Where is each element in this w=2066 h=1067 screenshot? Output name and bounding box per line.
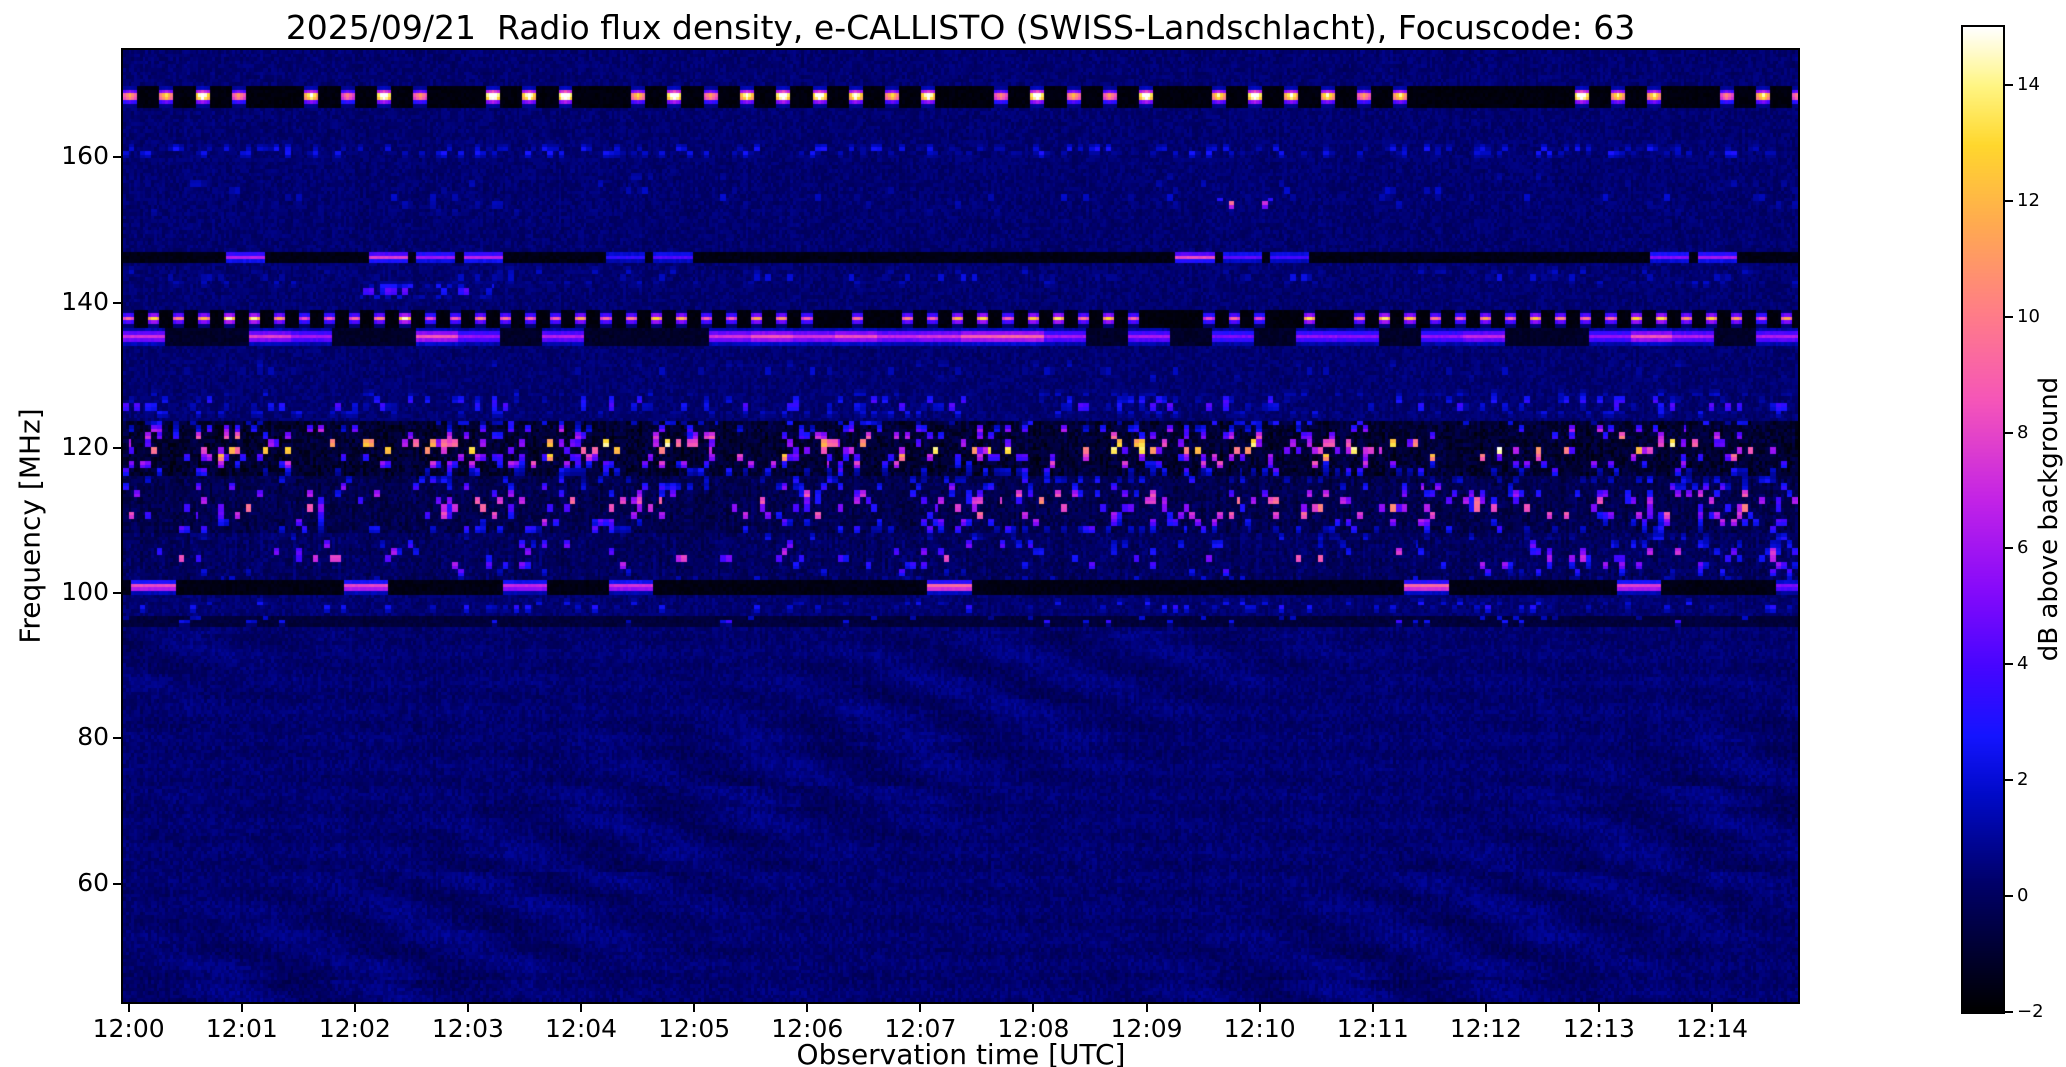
x-tick-label: 12:11	[1336, 1014, 1409, 1043]
x-tick-label: 12:03	[431, 1014, 504, 1043]
x-tick-mark	[693, 1004, 696, 1012]
x-tick-label: 12:06	[771, 1014, 844, 1043]
colorbar-tick-mark	[2005, 431, 2013, 434]
colorbar-tick-label: −2	[2017, 1001, 2044, 1022]
x-tick-label: 12:14	[1676, 1014, 1749, 1043]
x-tick-label: 12:01	[205, 1014, 278, 1043]
spectrogram-canvas	[123, 50, 1798, 1002]
x-tick-mark	[127, 1004, 130, 1012]
y-tick-label: 60	[77, 867, 109, 897]
colorbar-tick-mark	[2005, 199, 2013, 202]
colorbar-tick-mark	[2005, 895, 2013, 898]
colorbar-gradient	[1963, 27, 2003, 1012]
x-tick-mark	[919, 1004, 922, 1012]
colorbar-tick-label: 14	[2017, 73, 2040, 95]
x-tick-mark	[1597, 1004, 1600, 1012]
x-tick-label: 12:10	[1223, 1014, 1296, 1043]
x-tick-label: 12:00	[92, 1014, 165, 1043]
x-tick-label: 12:04	[545, 1014, 618, 1043]
x-tick-label: 12:05	[658, 1014, 731, 1043]
x-tick-label: 12:08	[997, 1014, 1070, 1043]
colorbar-tick-label: 4	[2017, 653, 2029, 675]
colorbar-tick-mark	[2005, 663, 2013, 666]
y-tick-mark	[113, 446, 121, 449]
x-tick-mark	[240, 1004, 243, 1012]
y-tick-label: 80	[77, 722, 109, 752]
y-tick-mark	[113, 737, 121, 740]
y-tick-mark	[113, 156, 121, 159]
colorbar-tick-mark	[2005, 315, 2013, 318]
colorbar-tick-label: 0	[2017, 885, 2029, 907]
x-tick-mark	[1371, 1004, 1374, 1012]
colorbar-tick-label: 10	[2017, 305, 2040, 327]
x-tick-mark	[466, 1004, 469, 1012]
colorbar-tick-mark	[2005, 83, 2013, 86]
x-axis-label: Observation time [UTC]	[796, 1038, 1126, 1067]
colorbar-tick-label: 2	[2017, 769, 2029, 791]
x-tick-mark	[1258, 1004, 1261, 1012]
x-tick-label: 12:09	[1110, 1014, 1183, 1043]
y-tick-label: 160	[61, 141, 109, 171]
y-tick-mark	[113, 592, 121, 595]
colorbar-label: dB above background	[2034, 376, 2064, 662]
colorbar-tick-mark	[2005, 779, 2013, 782]
y-tick-label: 140	[61, 286, 109, 316]
y-tick-label: 120	[61, 431, 109, 461]
colorbar-tick-mark	[2005, 547, 2013, 550]
colorbar-tick-label: 12	[2017, 189, 2040, 211]
x-tick-mark	[1032, 1004, 1035, 1012]
colorbar-tick-mark	[2005, 1011, 2013, 1013]
x-tick-mark	[806, 1004, 809, 1012]
y-tick-label: 100	[61, 577, 109, 607]
x-tick-label: 12:13	[1562, 1014, 1635, 1043]
colorbar-tick-label: 8	[2017, 421, 2029, 443]
chart-title: 2025/09/21 Radio flux density, e-CALLIST…	[285, 8, 1636, 47]
y-tick-mark	[113, 301, 121, 304]
y-tick-mark	[113, 882, 121, 885]
colorbar-tick-label: 6	[2017, 537, 2029, 559]
x-tick-mark	[1484, 1004, 1487, 1012]
x-tick-mark	[1145, 1004, 1148, 1012]
x-tick-label: 12:02	[318, 1014, 391, 1043]
x-tick-label: 12:12	[1449, 1014, 1522, 1043]
x-tick-mark	[1711, 1004, 1714, 1012]
x-tick-mark	[580, 1004, 583, 1012]
x-tick-mark	[353, 1004, 356, 1012]
x-tick-label: 12:07	[884, 1014, 957, 1043]
